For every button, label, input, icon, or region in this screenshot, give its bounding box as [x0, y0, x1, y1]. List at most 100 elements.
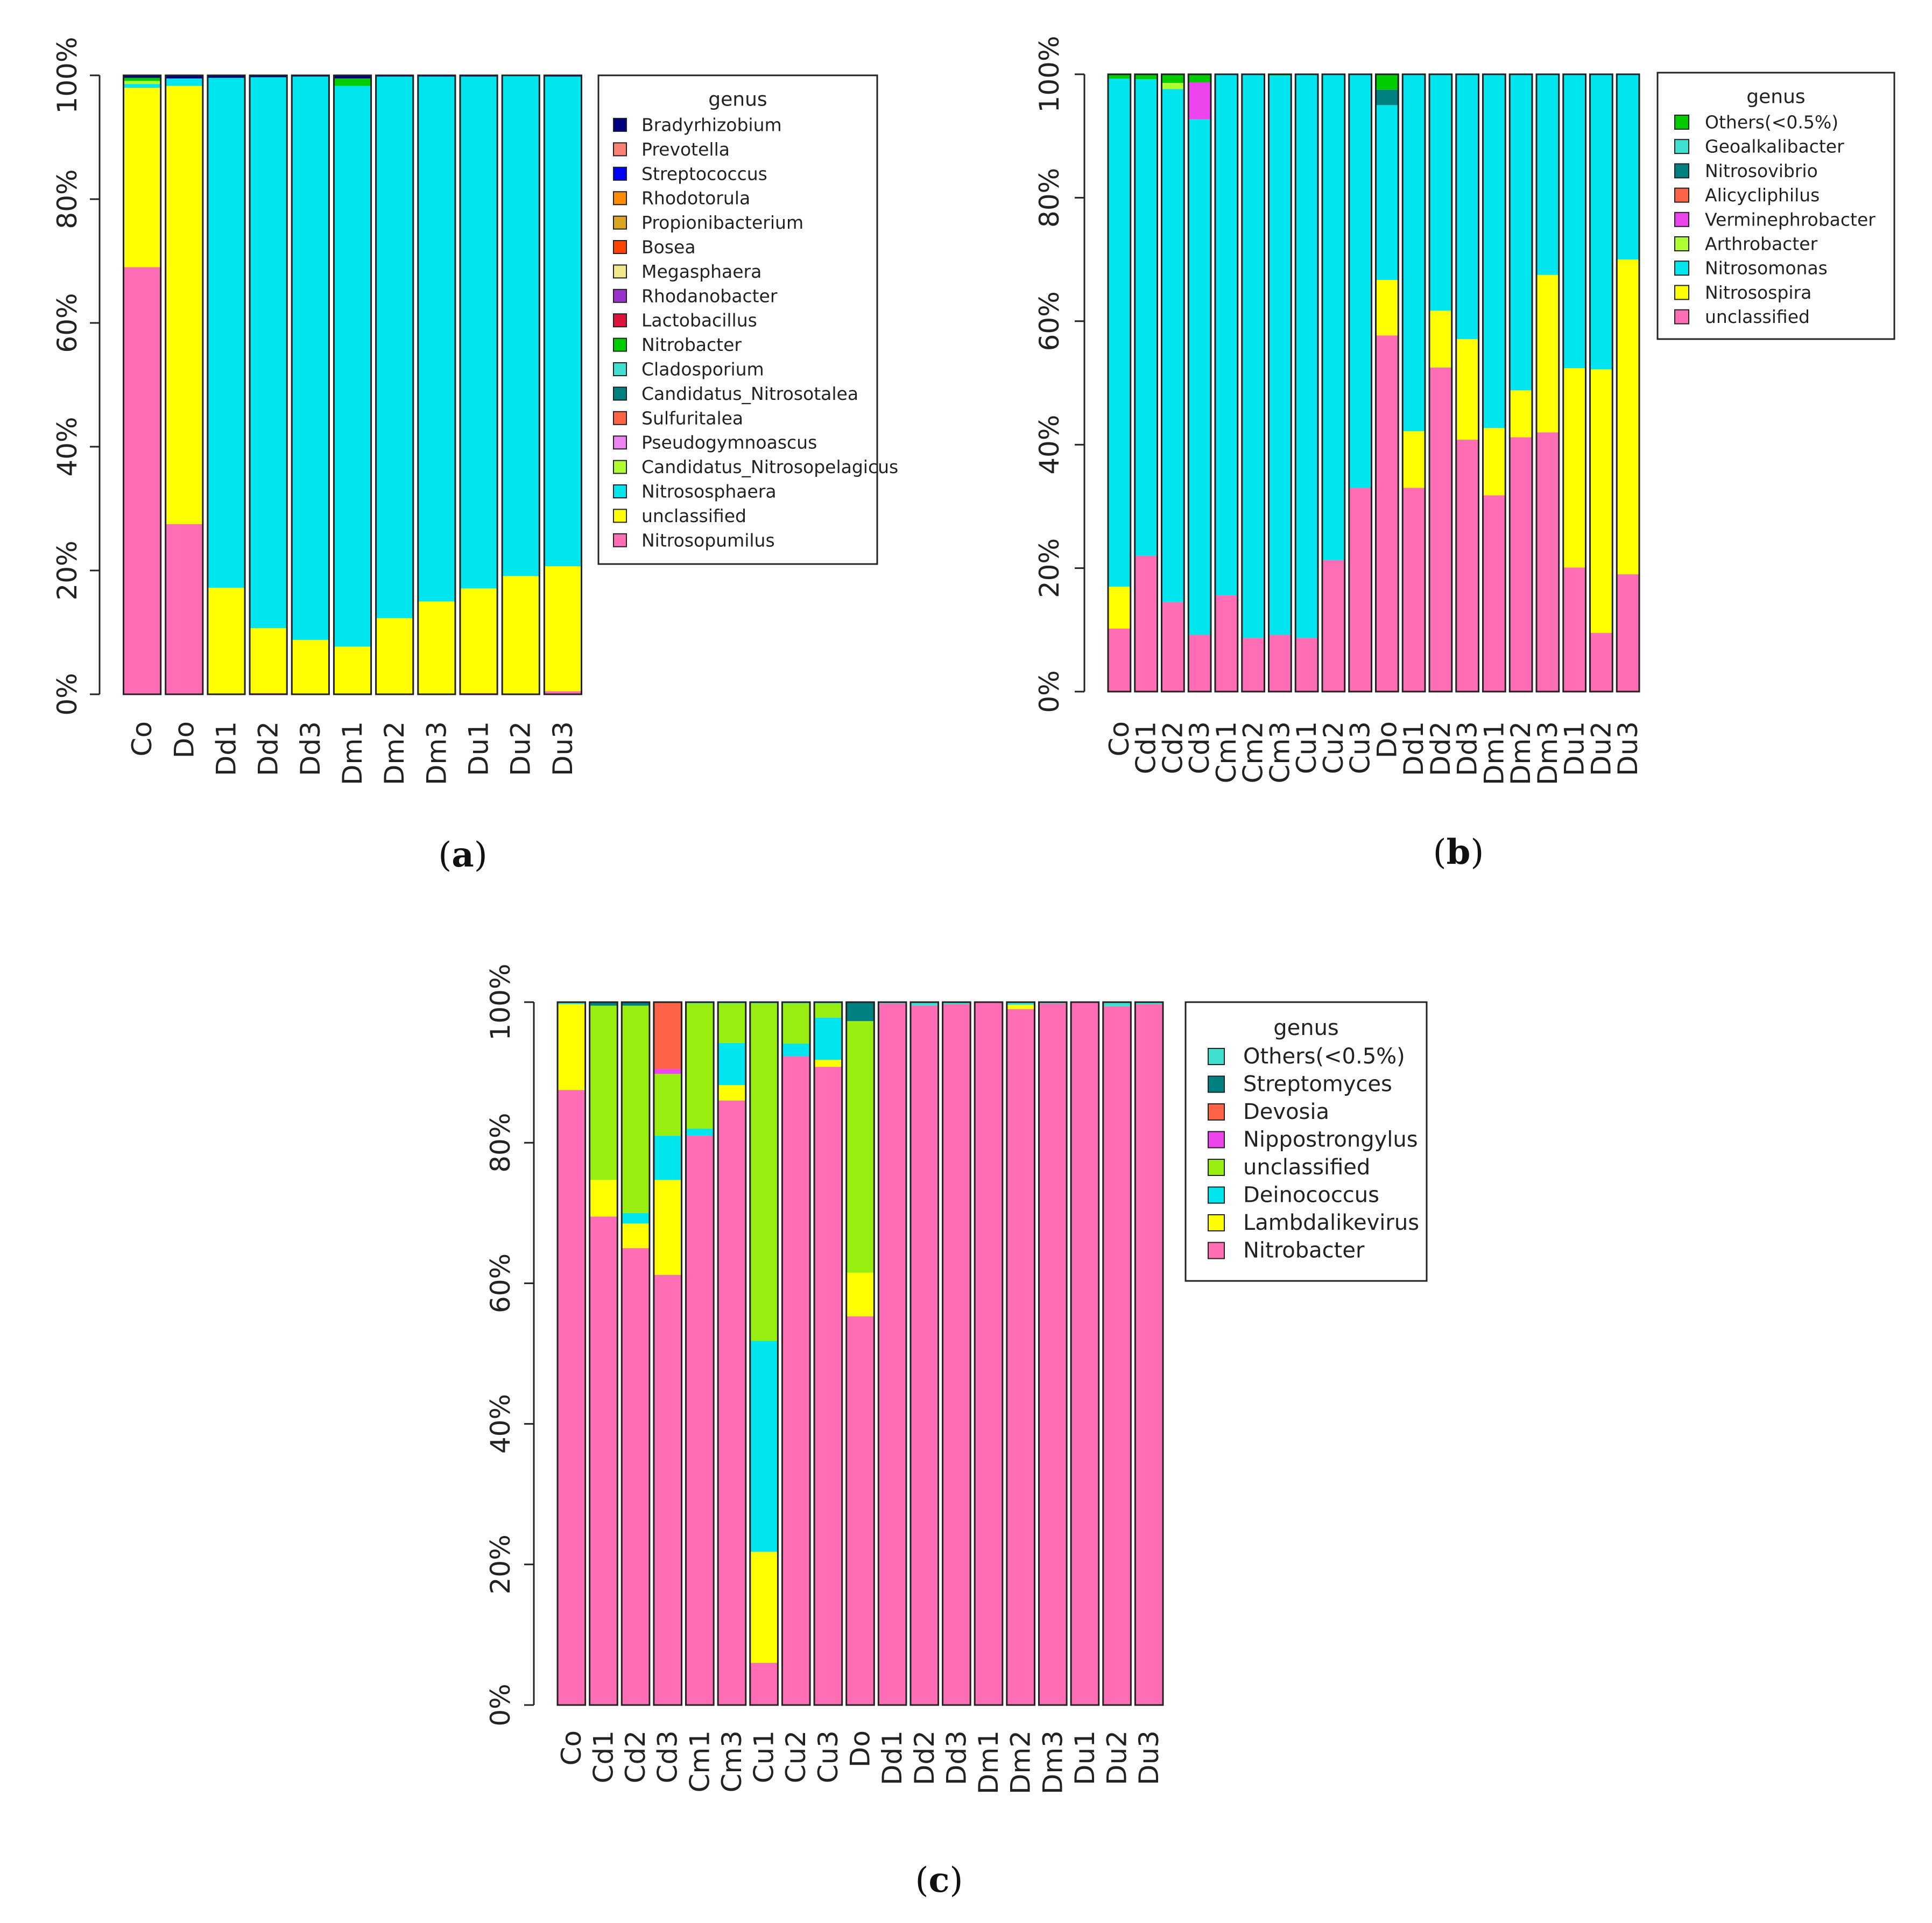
legend-swatch-sulfuritalea — [613, 411, 627, 425]
bar-segment-du1-nitrososphaera — [460, 76, 498, 589]
y-tick-label: 60% — [485, 1253, 516, 1313]
bar-segment-cd1-unclassified — [1134, 555, 1158, 692]
bar-segment-du1-nitrosomonas — [1563, 74, 1586, 368]
x-tick-label-cd1: Cd1 — [588, 1730, 619, 1783]
bar-outline-du3 — [543, 74, 582, 695]
bar-segment-cd3-nitrobacter — [653, 1274, 682, 1705]
bar-segment-cm3-lambdalikevirus — [718, 1085, 746, 1101]
bar-segment-du2-unclassified — [502, 576, 540, 694]
bar-segment-do-nitrosospira — [1376, 279, 1399, 336]
bar-outline-du2 — [1102, 1001, 1132, 1706]
legend-label-unclassified: unclassified — [641, 505, 746, 526]
bar-outline-cd3 — [653, 1001, 683, 1706]
legend-swatch-pseudogymnoascus — [613, 435, 627, 450]
bar-segment-cd2-lambdalikevirus — [622, 1223, 650, 1249]
bar-outline-cu2 — [781, 1001, 811, 1706]
x-tick-label-dd1: Dd1 — [1398, 721, 1429, 776]
bar-outline-cm3 — [1268, 73, 1292, 693]
bar-segment-cd3-unclassified — [653, 1074, 682, 1136]
bar-segment-dd2-nitrososphaera — [250, 77, 287, 628]
bar-segment-co-bradyrhizobium — [123, 75, 161, 78]
bar-segment-cu3-nitrobacter — [814, 1067, 842, 1705]
x-tick-label-cu1: Cu1 — [1291, 721, 1322, 774]
legend-box — [1184, 1001, 1428, 1282]
panel-b-chart: 0%20%40%60%80%100%CoCd1Cd2Cd3Cm1Cm2Cm3Cu… — [1034, 36, 1895, 872]
bar-outline-cm3 — [717, 1001, 747, 1706]
legend-label-devosia: Devosia — [1243, 1100, 1329, 1124]
y-tick-label: 60% — [1034, 291, 1065, 351]
bar-segment-do-nitrosomonas — [1376, 105, 1399, 280]
y-tick-label: 100% — [1034, 36, 1065, 113]
bar-segment-dm1-unclassified — [1483, 495, 1506, 692]
bar-segment-cu1-nitrosomonas — [1295, 74, 1318, 638]
legend-label-bosea: Bosea — [641, 237, 696, 258]
bar-segment-cd1-unclassified — [589, 1005, 618, 1180]
bar-segment-du1-unclassified — [460, 588, 498, 693]
bar-segment-dm1-nitrosomonas — [1483, 74, 1506, 428]
bar-segment-cu1-lambdalikevirus — [750, 1552, 778, 1663]
bar-outline-dd1 — [207, 74, 246, 695]
bar-segment-du1-unclassified — [1563, 567, 1586, 692]
x-tick-label-dd3: Dd3 — [941, 1730, 972, 1785]
bar-segment-cd2-arthrobacter — [1161, 83, 1184, 89]
x-tick-label-cm3: Cm3 — [716, 1730, 748, 1792]
y-tick-label: 60% — [52, 293, 83, 353]
bar-segment-dm2-nitrosomonas — [1510, 74, 1532, 391]
bar-outline-dm2 — [1006, 1001, 1035, 1706]
bar-outline-cd2 — [1161, 73, 1185, 693]
bar-segment-dm3-nitrosomonas — [1536, 74, 1559, 275]
legend-swatch-nitrosopumilus — [613, 533, 627, 547]
bar-segment-dm1-bradyrhizobium — [334, 75, 371, 79]
bar-segment-dm2-nitrosospira — [1510, 390, 1532, 438]
legend-swatch-nitrosomonas — [1674, 260, 1689, 276]
legend-swatch-prevotella — [613, 142, 627, 157]
bar-outline-dd1 — [1401, 73, 1426, 693]
bar-segment-dd1-unclassified — [207, 588, 245, 694]
x-tick-label-dm3: Dm3 — [421, 721, 452, 785]
x-tick-label-du1: Du1 — [1069, 1730, 1101, 1785]
bar-outline-cu2 — [1321, 73, 1346, 693]
legend-swatch-verminephrobacter — [1674, 212, 1689, 227]
bar-segment-cm1-nitrobacter — [686, 1136, 714, 1705]
bar-segment-cu1-nitrobacter — [750, 1663, 778, 1705]
panel-label: (a) — [438, 835, 487, 875]
bar-outline-dm1 — [974, 1001, 1004, 1706]
legend-swatch-arthrobacter — [1674, 236, 1689, 251]
bar-segment-cd3-others-0-5 — [1188, 74, 1211, 82]
bar-segment-du3-nitrosospira — [1617, 259, 1639, 575]
bar-segment-cd1-others-0-5 — [1134, 74, 1158, 80]
legend-box — [597, 74, 878, 565]
x-tick-label-co: Co — [126, 721, 158, 757]
bar-segment-do-unclassified — [165, 86, 203, 524]
y-tick-label: 0% — [1034, 670, 1065, 713]
legend-label-rhodotorula: Rhodotorula — [641, 188, 750, 209]
bar-segment-cd2-nitrobacter — [622, 1248, 650, 1705]
x-tick-label-cm1: Cm1 — [1211, 721, 1242, 783]
bar-segment-co-nitrosomonas — [1108, 79, 1131, 587]
x-tick-label-cu3: Cu3 — [1345, 721, 1376, 774]
legend-label-candidatus-nitrosotalea: Candidatus_Nitrosotalea — [641, 383, 858, 404]
y-tick-label: 100% — [485, 964, 516, 1041]
bar-segment-cm2-nitrosomonas — [1242, 74, 1265, 638]
legend-label-nitrobacter: Nitrobacter — [641, 334, 742, 355]
bar-segment-cu3-lambdalikevirus — [814, 1060, 842, 1067]
x-tick-label-du2: Du2 — [1102, 1730, 1133, 1785]
bar-segment-co-others-0-5 — [558, 1002, 586, 1004]
bar-segment-cd3-nippostrongylus — [653, 1069, 682, 1074]
legend-swatch-lactobacillus — [613, 313, 627, 328]
bar-outline-dd2 — [909, 1001, 940, 1706]
bar-outline-dm2 — [1508, 73, 1533, 693]
bar-segment-du3-nitrobacter — [1135, 1004, 1163, 1705]
bar-segment-cm1-unclassified — [686, 1003, 714, 1129]
panel-label: (c) — [915, 1860, 963, 1900]
x-tick-label-du2: Du2 — [1585, 721, 1617, 776]
bar-outline-du1 — [1562, 73, 1587, 693]
bar-segment-cd2-others-0-5 — [1161, 74, 1184, 83]
bar-segment-du2-nitrososphaera — [502, 76, 540, 576]
y-tick-label: 40% — [52, 417, 83, 476]
legend-box — [1656, 72, 1895, 340]
bar-segment-do-unclassified — [846, 1021, 875, 1273]
legend-title: genus — [1746, 86, 1805, 108]
legend-label-megasphaera: Megasphaera — [641, 261, 761, 282]
bar-segment-cd1-lambdalikevirus — [589, 1180, 618, 1217]
